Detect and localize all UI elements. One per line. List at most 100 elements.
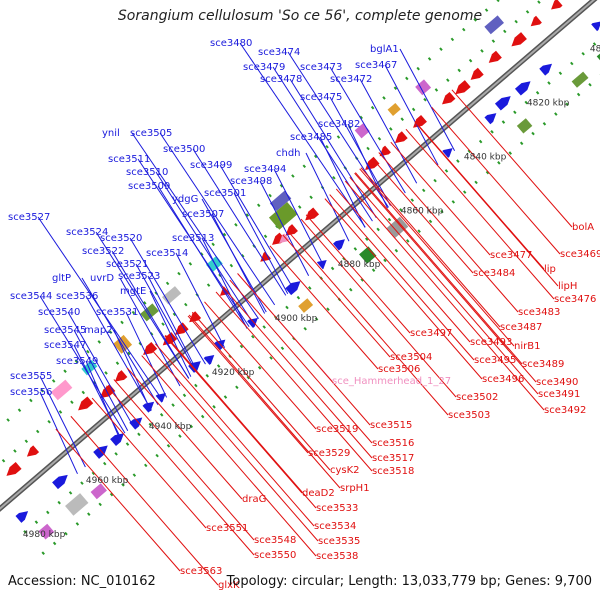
reverse-leader-line — [70, 415, 219, 586]
reverse-leader-line — [360, 167, 501, 328]
forward-gene-label: sce3482 — [318, 119, 360, 130]
reverse-gene-label: sce3504 — [390, 352, 432, 363]
reverse-leader-line — [405, 128, 555, 300]
page-title: Sorangium cellulosum 'So ce 56', complet… — [117, 8, 483, 24]
backbone-highlight — [0, 0, 596, 510]
reverse-gene-arrow — [6, 461, 22, 476]
reverse-gene-label: sce3477 — [490, 250, 532, 261]
forward-leader-line — [113, 329, 152, 412]
forward-gene-label: sce3510 — [126, 167, 168, 178]
summary-text: Topology: circular; Length: 13,033,779 b… — [226, 574, 592, 589]
reverse-leader-line — [431, 106, 561, 255]
reverse-gene-label: sce3506 — [378, 364, 420, 375]
reverse-leader-line — [229, 279, 373, 444]
forward-leader-line — [289, 78, 377, 219]
forward-gene-label: sce3547 — [44, 340, 86, 351]
reverse-leader-line — [191, 311, 331, 471]
forward-gene-arrow-shape — [539, 63, 553, 76]
forward-gene-arrow-shape — [484, 113, 497, 125]
forward-gene-label: sce3500 — [163, 144, 205, 155]
kbp-tick-label: 4800 kbp — [590, 44, 600, 54]
forward-gene-label: sce3520 — [100, 233, 142, 244]
forward-annotation-block — [90, 483, 107, 500]
reverse-gene-arrow — [143, 341, 158, 355]
reverse-annotation-block — [484, 15, 504, 35]
forward-gene-arrow-shape — [333, 239, 345, 251]
forward-gene-label: sce3522 — [82, 246, 124, 257]
kbp-tick-label: 4900 kbp — [275, 314, 318, 324]
forward-leader-line — [272, 66, 373, 222]
forward-annotation-block-shape — [38, 523, 55, 540]
forward-gene-arrow-shape — [52, 474, 68, 490]
reverse-gene-arrow-shape — [285, 224, 298, 236]
genome-backbone — [0, 0, 598, 512]
reverse-leader-line — [188, 314, 341, 489]
reverse-gene-label: sce3493 — [470, 337, 512, 348]
reverse-gene-arrow-shape — [143, 341, 158, 355]
reverse-gene-arrow — [26, 445, 40, 457]
forward-gene-label: sce3556 — [10, 387, 52, 398]
forward-leader-line — [129, 237, 206, 365]
reverse-leader-line — [164, 335, 303, 494]
forward-gene-label: map2 — [84, 325, 113, 336]
forward-gene-arrow-shape — [514, 81, 531, 96]
forward-gene-label: bglA1 — [370, 44, 399, 55]
reverse-leader-line — [126, 367, 243, 500]
reverse-gene-arrow-shape — [455, 80, 471, 95]
forward-gene-arrow-shape — [442, 148, 453, 158]
reverse-gene-label: lipH — [558, 281, 577, 292]
reverse-gene-label: nirB1 — [514, 341, 540, 352]
forward-gene-arrow — [93, 445, 108, 459]
forward-annotation-block-shape — [571, 71, 589, 88]
forward-annotation-block — [386, 216, 409, 238]
forward-leader-line — [384, 64, 439, 166]
forward-gene-arrow — [442, 148, 453, 158]
reverse-leader-line — [91, 397, 207, 529]
reverse-gene-label: sce3518 — [372, 466, 414, 477]
reverse-gene-label: sce3502 — [456, 392, 498, 403]
reverse-leader-line — [371, 157, 474, 274]
reverse-gene-arrow — [78, 396, 94, 411]
reverse-leader-line — [187, 315, 309, 454]
forward-leader-line — [157, 185, 248, 329]
forward-gene-label: sce3475 — [300, 92, 342, 103]
reverse-gene-label: sce3476 — [554, 294, 596, 305]
reverse-leader-line — [106, 385, 255, 556]
forward-leader-line — [329, 96, 391, 206]
forward-gene-arrow — [539, 63, 553, 76]
reverse-gene-arrow-shape — [6, 461, 22, 476]
forward-annotation-block-shape — [359, 246, 377, 264]
forward-leader-line — [39, 295, 126, 434]
forward-gene-arrow-shape — [316, 259, 327, 270]
forward-gene-arrow-shape — [203, 354, 215, 365]
reverse-leader-line — [237, 273, 371, 426]
forward-leader-line — [347, 123, 388, 209]
reverse-gene-label: sce3491 — [538, 389, 580, 400]
kbp-tick-label: 4940 kbp — [149, 422, 192, 432]
forward-gene-arrow — [494, 96, 511, 111]
reverse-annotation-block-shape — [269, 190, 292, 212]
forward-annotation-block — [38, 523, 55, 540]
reverse-gene-arrow-shape — [470, 67, 484, 80]
annotation-block-large — [268, 201, 298, 230]
reverse-leader-line — [55, 428, 181, 572]
forward-gene-label: sce3527 — [8, 212, 50, 223]
forward-gene-arrow — [52, 474, 68, 490]
reverse-leader-line — [355, 172, 523, 365]
reverse-annotation-block-shape — [161, 286, 182, 305]
forward-leader-line — [239, 42, 366, 228]
reverse-gene-arrow — [305, 207, 320, 221]
reverse-gene-arrow — [551, 0, 563, 10]
reverse-gene-label: sce3497 — [410, 328, 452, 339]
forward-gene-label: sce3507 — [182, 209, 224, 220]
reverse-gene-arrow-shape — [511, 32, 527, 47]
reverse-gene-label: sce3538 — [316, 551, 358, 562]
forward-gene-label: sce3521 — [106, 259, 148, 270]
forward-gene-arrow — [203, 354, 215, 365]
forward-gene-label: sce3536 — [56, 291, 98, 302]
forward-leader-line — [359, 78, 418, 184]
reverse-annotation-block — [161, 286, 182, 305]
forward-leader-line — [81, 277, 159, 406]
reverse-leader-line — [378, 152, 519, 313]
